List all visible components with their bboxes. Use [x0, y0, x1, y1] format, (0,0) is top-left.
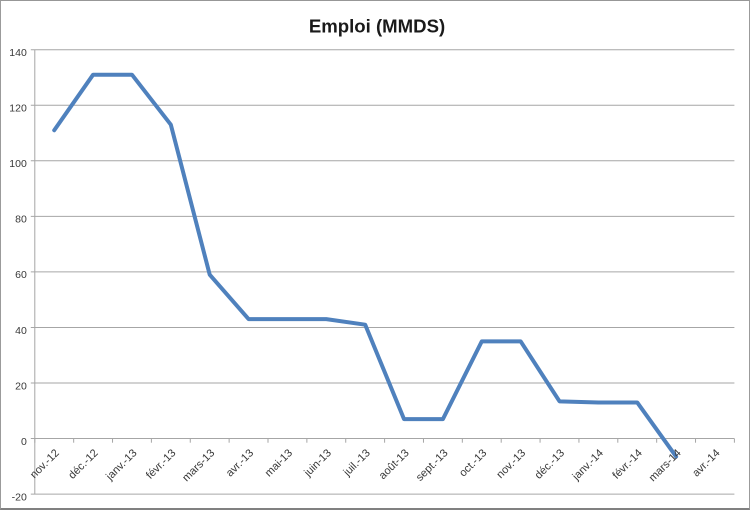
svg-text:mai-13: mai-13 [263, 447, 295, 479]
svg-text:oct.-13: oct.-13 [457, 447, 489, 479]
svg-text:60: 60 [15, 269, 27, 281]
svg-text:juin-13: juin-13 [301, 447, 334, 480]
svg-text:févr.-13: févr.-13 [144, 447, 178, 481]
svg-text:80: 80 [15, 214, 27, 226]
svg-text:140: 140 [9, 47, 27, 59]
svg-text:0: 0 [21, 436, 27, 448]
svg-text:déc.-12: déc.-12 [66, 447, 100, 481]
svg-text:mars-13: mars-13 [180, 447, 217, 484]
svg-text:mars-14: mars-14 [647, 447, 684, 484]
svg-text:août-13: août-13 [377, 447, 412, 482]
svg-text:sept.-13: sept.-13 [414, 447, 451, 484]
svg-text:déc.-13: déc.-13 [533, 447, 567, 481]
svg-text:-20: -20 [12, 491, 27, 503]
svg-text:40: 40 [15, 325, 27, 337]
svg-text:Emploi (MMDS): Emploi (MMDS) [309, 16, 445, 37]
svg-text:120: 120 [9, 103, 27, 115]
svg-text:nov.-12: nov.-12 [28, 447, 62, 481]
svg-text:févr.-14: févr.-14 [610, 447, 644, 481]
svg-text:janv.-13: janv.-13 [103, 447, 139, 483]
svg-text:100: 100 [9, 158, 27, 170]
svg-text:janv.-14: janv.-14 [570, 447, 606, 483]
svg-text:nov.-13: nov.-13 [494, 447, 528, 481]
svg-text:avr.-14: avr.-14 [690, 447, 722, 479]
svg-text:juil.-13: juil.-13 [341, 447, 373, 479]
svg-text:20: 20 [15, 380, 27, 392]
svg-text:avr.-13: avr.-13 [224, 447, 256, 479]
